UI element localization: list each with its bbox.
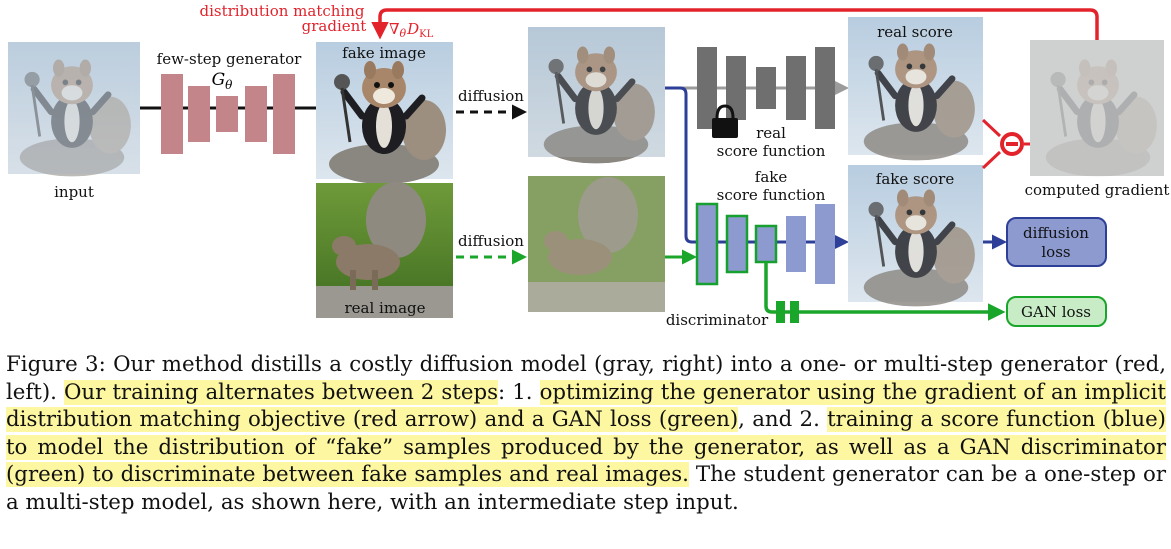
real-score-function-label-line1: real — [756, 124, 786, 142]
gradient-formula: ∇θDKL — [389, 20, 434, 40]
input-label: input — [54, 183, 94, 201]
discriminator-branch — [764, 262, 1006, 321]
real-score-label: real score — [877, 23, 953, 41]
discriminator-label: discriminator — [666, 311, 769, 329]
distribution-matching-gradient-label-line2: gradient — [302, 17, 367, 35]
fake-score-function-label-line2: score function — [717, 186, 826, 204]
generator-symbol: Gθ — [212, 70, 234, 92]
minus-icon — [1000, 132, 1024, 156]
diffusion-loss-box: diffusion loss — [1006, 217, 1107, 267]
fake-score-image — [848, 165, 983, 306]
caption-text-1: Figure 3: Our method distills a costly d… — [6, 352, 1166, 405]
caption-highlight-1: Our training alternates between 2 steps — [63, 379, 499, 405]
noisy-real-image — [528, 176, 665, 312]
computed-gradient-label: computed gradient — [1025, 181, 1170, 199]
fake-score-network — [695, 202, 835, 286]
input-image — [8, 42, 140, 176]
fake-score-label: fake score — [876, 170, 955, 188]
lock-icon — [712, 104, 738, 138]
figure-caption: Figure 3: Our method distills a costly d… — [6, 351, 1166, 517]
real-image-label: real image — [345, 299, 426, 317]
real-score-image — [848, 17, 983, 160]
real-image — [316, 182, 453, 318]
real-score-network — [697, 47, 835, 129]
fake-score-function-label-line1: fake — [755, 168, 788, 186]
method-figure: input few-step generator Gθ fake image r… — [8, 2, 1170, 329]
fake-image — [316, 42, 453, 184]
fake-image-label: fake image — [342, 44, 426, 62]
gan-loss-box: GAN loss — [1006, 296, 1107, 327]
diffusion-label-bottom: diffusion — [458, 232, 524, 250]
distribution-matching-gradient-arrow — [371, 8, 1099, 40]
caption-text-3: , and 2. — [738, 407, 828, 433]
svg-text:GAN loss: GAN loss — [1021, 303, 1091, 321]
red-arrow-real-score — [981, 118, 1002, 138]
blue-arrow-to-fake-network — [665, 86, 849, 250]
red-arrow-fake-score — [981, 150, 1002, 170]
real-score-function-label-line2: score function — [717, 142, 826, 160]
noisy-fake-image — [528, 27, 665, 163]
svg-text:diffusion: diffusion — [1023, 224, 1089, 242]
generator-network — [161, 74, 295, 154]
generator-label: few-step generator — [157, 50, 302, 68]
caption-text-4: The student generator can be a one-step … — [6, 462, 1166, 515]
distribution-matching-gradient-label-line1: distribution matching — [200, 2, 365, 20]
discriminator-head — [776, 301, 799, 323]
caption-text-2: : 1. — [498, 379, 540, 405]
svg-text:loss: loss — [1041, 243, 1070, 261]
diffusion-label-top: diffusion — [458, 87, 524, 105]
computed-gradient-image — [1030, 40, 1164, 176]
